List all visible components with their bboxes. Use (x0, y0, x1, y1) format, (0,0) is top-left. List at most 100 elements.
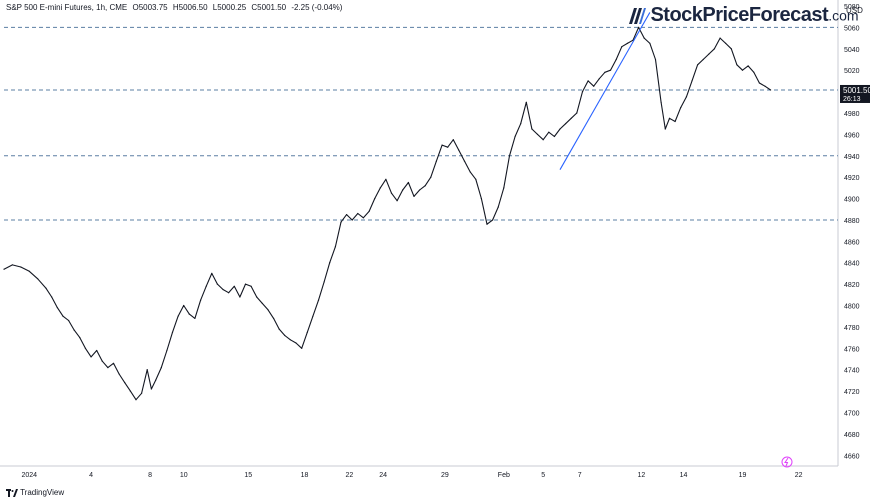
price-point (112, 362, 115, 364)
price-point (469, 171, 471, 173)
price-point (441, 144, 443, 146)
y-tick-label: 5080 (844, 4, 860, 11)
high-value: H5006.50 (172, 3, 208, 12)
price-point (51, 296, 53, 298)
price-series (3, 26, 772, 401)
price-point (101, 360, 103, 362)
y-tick-label: 4780 (844, 325, 860, 332)
trendline-segment[interactable] (559, 12, 651, 170)
chart-header: S&P 500 E-mini Futures, 1h, CME O5003.75… (6, 3, 345, 12)
price-point (3, 268, 5, 270)
price-point (362, 217, 364, 219)
price-point (28, 270, 30, 272)
time-axis[interactable]: 2024 4 8 10 15 18 22 24 29 Feb 5 7 12 14 19 22 (21, 472, 802, 479)
price-point (525, 101, 527, 103)
price-point (20, 266, 22, 268)
price-point (758, 82, 761, 84)
y-tick-label: 4720 (844, 389, 860, 396)
price-point (587, 80, 589, 82)
price-point (447, 146, 449, 148)
price-point (598, 78, 600, 80)
price-point (486, 223, 488, 225)
x-tick-label: 8 (148, 472, 152, 479)
price-point (458, 149, 460, 151)
price-point (68, 319, 70, 322)
price-point (492, 219, 494, 221)
price-point (273, 317, 275, 319)
tradingview-logo-icon (6, 488, 18, 497)
price-axis[interactable]: 4660 4680 4700 4720 4740 4760 4780 4800 4820 4840… (844, 4, 860, 460)
price-point (565, 123, 567, 125)
price-point (390, 192, 393, 194)
price-point (261, 302, 263, 304)
x-tick-label: 19 (739, 472, 747, 479)
price-point (609, 69, 612, 71)
price-point (638, 26, 640, 28)
price-point (452, 139, 454, 141)
price-point (84, 347, 86, 349)
price-point (73, 329, 75, 331)
price-point (124, 382, 126, 384)
price-point (725, 42, 727, 45)
price-point (146, 369, 148, 371)
price-point (708, 53, 710, 55)
x-tick-label: 24 (379, 472, 387, 479)
price-point (317, 299, 320, 301)
price-point (570, 117, 572, 119)
y-tick-label: 5020 (844, 68, 860, 75)
price-point (177, 315, 179, 317)
price-point (188, 313, 190, 315)
price-point (150, 388, 152, 390)
price-point (402, 189, 404, 191)
tradingview-credit[interactable]: TradingView (6, 488, 64, 497)
logo-stripes-icon (629, 7, 646, 24)
price-point (135, 399, 137, 401)
y-tick-label: 4840 (844, 261, 860, 268)
price-point (536, 133, 539, 135)
price-point (508, 155, 511, 157)
price-point (222, 288, 224, 291)
price-point (430, 176, 432, 178)
price-point (56, 307, 59, 309)
price-point (239, 296, 241, 298)
site-logo: StockPriceForecast.com (626, 4, 859, 27)
price-point (200, 299, 202, 301)
change-value: -2.25 (-0.04%) (291, 3, 343, 12)
last-price-tag: 5001.50 26:13 (840, 84, 872, 103)
price-point (312, 315, 314, 317)
price-point (497, 206, 499, 208)
price-point (141, 392, 143, 394)
y-tick-label: 4760 (844, 346, 860, 353)
price-point (413, 195, 415, 197)
currency-label: USD (846, 6, 863, 15)
x-tick-label: 4 (89, 472, 93, 479)
countdown-label: 26:13 (843, 96, 861, 103)
price-point (548, 131, 550, 133)
close-value: C5001.50 (251, 3, 287, 12)
y-tick-label: 4740 (844, 368, 860, 375)
price-point (379, 187, 381, 189)
price-point (62, 315, 64, 317)
price-point (357, 212, 359, 215)
price-point (107, 367, 109, 369)
logo-tld: .com (828, 7, 859, 24)
y-tick-label: 4800 (844, 304, 860, 311)
trendline[interactable] (559, 12, 651, 170)
price-point (385, 178, 387, 180)
y-tick-label: 4700 (844, 411, 860, 418)
price-point (435, 160, 437, 162)
price-point (194, 317, 196, 319)
support-resistance-levels (4, 26, 838, 221)
snapshot-icon[interactable] (781, 456, 793, 468)
y-tick-label: 4880 (844, 218, 860, 225)
price-point (747, 65, 749, 67)
x-tick-label: 2024 (21, 472, 37, 479)
price-point (736, 64, 738, 66)
y-tick-label: 4680 (844, 432, 860, 439)
x-tick-label: Feb (498, 472, 510, 479)
price-point (334, 246, 336, 248)
price-point (713, 48, 716, 50)
y-tick-label: 4820 (844, 282, 860, 289)
price-point (79, 337, 81, 339)
